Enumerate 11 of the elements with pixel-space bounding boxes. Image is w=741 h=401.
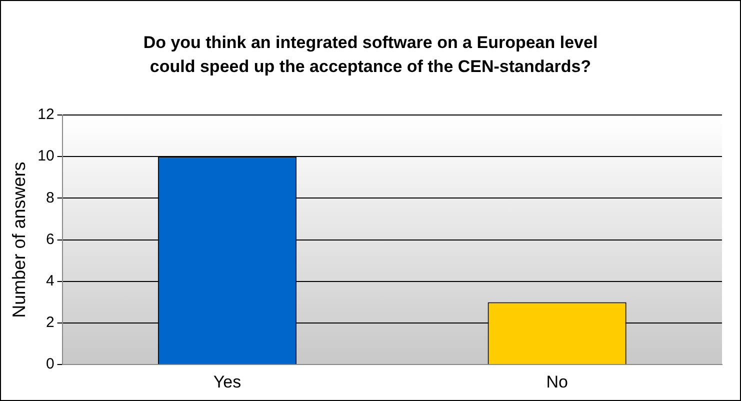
y-tick-label: 8 bbox=[46, 189, 54, 206]
chart-title: Do you think an integrated software on a European level could speed up the acceptance of the CEN-standards? bbox=[142, 32, 599, 78]
y-tick-label: 12 bbox=[38, 106, 54, 124]
y-tick-label: 0 bbox=[46, 356, 54, 373]
y-tick-label: 10 bbox=[38, 148, 54, 165]
y-tick-label: 6 bbox=[46, 230, 54, 248]
x-tick-label: No bbox=[546, 372, 568, 392]
x-tick-label: Yes bbox=[213, 372, 242, 392]
y-tick-label: 2 bbox=[46, 314, 54, 332]
y-tick-label: 4 bbox=[46, 272, 54, 290]
y-axis-title: Number of answers bbox=[8, 162, 29, 318]
